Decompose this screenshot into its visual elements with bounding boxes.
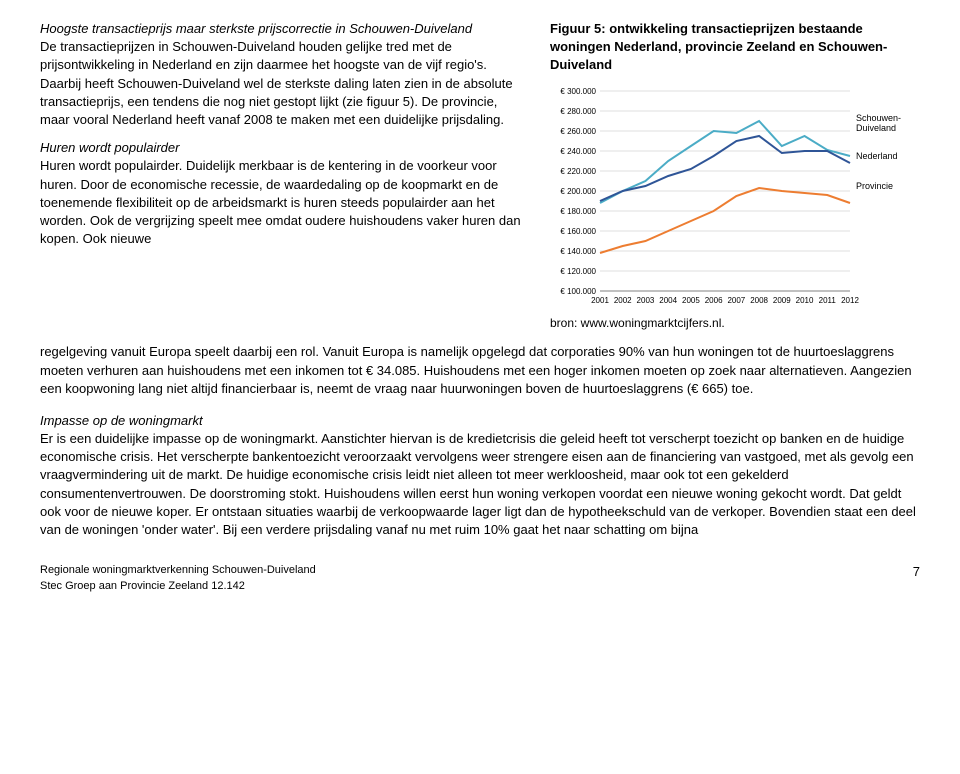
page-number: 7 [913,563,920,594]
svg-text:€ 260.000: € 260.000 [560,127,596,136]
svg-text:€ 160.000: € 160.000 [560,227,596,236]
svg-text:2005: 2005 [682,296,700,305]
line-chart: € 300.000 € 280.000 € 260.000 € 240.000 € 22… [550,81,920,311]
svg-text:2007: 2007 [727,296,745,305]
chart-title: Figuur 5: ontwikkeling transactieprijzen… [550,20,920,75]
svg-text:2006: 2006 [705,296,723,305]
svg-text:€ 280.000: € 280.000 [560,107,596,116]
section3-body: Er is een duidelijke impasse op de wonin… [40,431,916,537]
svg-text:2008: 2008 [750,296,768,305]
svg-text:2002: 2002 [614,296,632,305]
section2-body-after: regelgeving vanuit Europa speelt daarbij… [40,343,920,398]
section2-heading: Huren wordt populairder [40,140,179,155]
footer-line1: Regionale woningmarktverkenning Schouwen… [40,563,316,578]
svg-text:€ 180.000: € 180.000 [560,207,596,216]
svg-text:2012: 2012 [841,296,859,305]
svg-text:€ 240.000: € 240.000 [560,147,596,156]
svg-text:2004: 2004 [659,296,677,305]
svg-text:€ 220.000: € 220.000 [560,167,596,176]
section1-heading: Hoogste transactieprijs maar sterkste pr… [40,21,472,36]
svg-text:2011: 2011 [819,296,837,305]
footer-line2: Stec Groep aan Provincie Zeeland 12.142 [40,579,316,594]
svg-text:2010: 2010 [796,296,814,305]
section3-heading: Impasse op de woningmarkt [40,413,203,428]
page-footer: Regionale woningmarktverkenning Schouwen… [40,563,920,594]
svg-text:€ 300.000: € 300.000 [560,87,596,96]
svg-text:Nederland: Nederland [856,151,898,161]
svg-text:2003: 2003 [637,296,655,305]
svg-text:€ 120.000: € 120.000 [560,267,596,276]
section1-body: De transactieprijzen in Schouwen-Duivela… [40,39,513,127]
section2-body-col: Huren wordt populairder. Duidelijk merkb… [40,158,521,246]
chart-source: bron: www.woningmarktcijfers.nl. [550,315,920,332]
svg-text:Schouwen-: Schouwen- [856,113,901,123]
svg-text:Provincie: Provincie [856,181,893,191]
svg-text:2001: 2001 [591,296,609,305]
svg-text:Duiveland: Duiveland [856,123,896,133]
svg-text:€ 140.000: € 140.000 [560,247,596,256]
svg-text:€ 100.000: € 100.000 [560,287,596,296]
svg-text:2009: 2009 [773,296,791,305]
svg-text:€ 200.000: € 200.000 [560,187,596,196]
